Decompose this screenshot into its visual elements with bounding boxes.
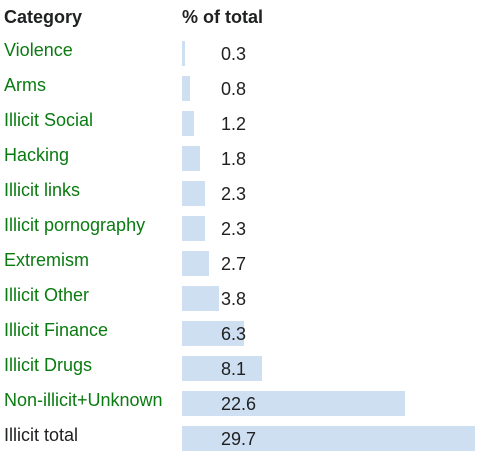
category-link[interactable]: Illicit Drugs [4,355,93,375]
percent-bar [182,181,205,206]
percent-bar [182,111,194,136]
category-column-header: Category [4,7,83,27]
percent-bar [182,391,405,416]
percent-bar [182,251,209,276]
percent-value: 1.2 [221,114,247,134]
category-link[interactable]: Illicit Finance [4,320,109,340]
percent-bar [182,216,205,241]
percent-value: 2.3 [221,184,247,204]
table-row: Illicit Other 3.8 [0,281,480,316]
table-row: Non-illicit+Unknown 22.6 [0,386,480,421]
percent-value: 0.3 [221,44,247,64]
category-link[interactable]: Non-illicit+Unknown [4,390,163,410]
table-row: Illicit Drugs 8.1 [0,351,480,386]
category-link[interactable]: Arms [4,75,46,95]
percent-value: 6.3 [221,324,247,344]
category-link[interactable]: Hacking [4,145,70,165]
percent-value: 3.8 [221,289,247,309]
category-link[interactable]: Illicit pornography [4,215,146,235]
table-row: Illicit Finance 6.3 [0,316,480,351]
category-link[interactable]: Illicit links [4,180,81,200]
percent-bar [182,76,190,101]
table-row: Extremism 2.7 [0,246,480,281]
category-label: Illicit total [4,425,79,445]
percent-value: 2.7 [221,254,247,274]
table-row: Illicit Social 1.2 [0,106,480,141]
category-link[interactable]: Violence [4,40,73,60]
percent-column-header: % of total [182,7,263,27]
percent-value: 8.1 [221,359,247,379]
table-row: Violence 0.3 [0,36,480,71]
table-row: Illicit total 29.7 [0,421,480,456]
percent-value: 22.6 [221,394,257,414]
percent-bar [182,41,185,66]
category-link[interactable]: Illicit Social [4,110,94,130]
table-row: Hacking 1.8 [0,141,480,176]
category-link[interactable]: Extremism [4,250,89,270]
table-row: Arms 0.8 [0,71,480,106]
percent-bar [182,286,219,311]
percent-bar [182,426,475,451]
percent-value: 29.7 [221,429,257,449]
percent-bar [182,146,200,171]
table-row: Illicit pornography 2.3 [0,211,480,246]
percent-value: 2.3 [221,219,247,239]
category-link[interactable]: Illicit Other [4,285,90,305]
percent-bar [182,356,262,381]
percent-value: 1.8 [221,149,247,169]
percent-value: 0.8 [221,79,247,99]
table-row: Illicit links 2.3 [0,176,480,211]
percent-bar [182,321,244,346]
